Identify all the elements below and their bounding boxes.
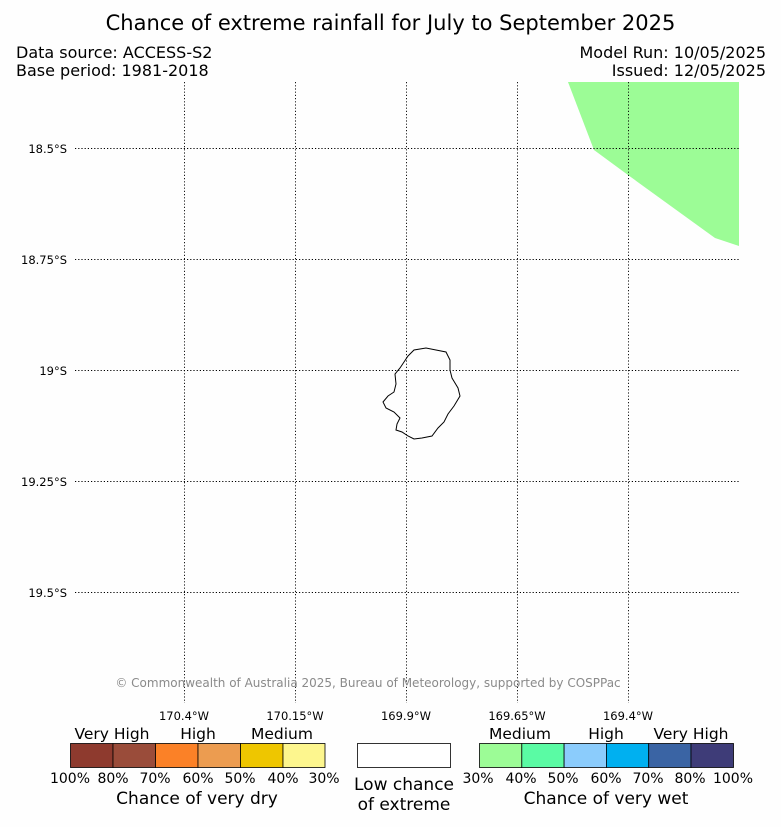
legend-wet-tick: 40% [505, 771, 536, 787]
legend-dry-category: Very High [74, 725, 149, 743]
lon-label: 169.4°W [603, 709, 653, 723]
legend-wet-swatch [690, 743, 734, 768]
lat-label: 18.5°S [28, 142, 67, 156]
legend-wet-tick: 50% [547, 771, 578, 787]
legend-wet-category: Very High [653, 725, 728, 743]
lat-label: 19°S [39, 364, 67, 378]
legend-dry-tick: 30% [308, 771, 339, 787]
legend-wet-swatch [606, 743, 650, 768]
legend-neutral-swatch [357, 743, 451, 768]
legend-dry-swatch [155, 743, 199, 768]
legend-wet-category: Medium [489, 725, 551, 743]
legend-wet-category: High [588, 725, 624, 743]
legend-dry-tick: 80% [97, 771, 128, 787]
lon-label: 169.65°W [488, 709, 545, 723]
legend-wet-caption: Chance of very wet [524, 789, 689, 809]
lon-label: 169.9°W [381, 709, 431, 723]
legend-dry-swatch [112, 743, 156, 768]
shaded-region-wet-medium [568, 82, 739, 246]
base-period-label: Base period: 1981-2018 [16, 61, 209, 80]
legend-wet-swatch [563, 743, 607, 768]
legend-wet: Medium High Very High 30% 40% 50% 60% 70… [462, 725, 753, 809]
legend-dry-caption: Chance of very dry [116, 789, 278, 809]
lon-label: 170.15°W [266, 709, 323, 723]
legend-wet-swatch [521, 743, 565, 768]
data-source-label: Data source: ACCESS-S2 [16, 43, 213, 62]
legend-dry: Very High High Medium 100% 80% 70% 60% 5… [50, 725, 340, 809]
latitude-gridlines [75, 148, 739, 593]
legend-dry-swatch [282, 743, 326, 768]
legend-wet-swatch [648, 743, 692, 768]
legend-dry-tick: 70% [139, 771, 170, 787]
legend-wet-swatch [479, 743, 523, 768]
legend-neutral-caption-line1: Low chance [354, 775, 454, 795]
legend-dry-category: Medium [251, 725, 313, 743]
lat-label: 18.75°S [21, 253, 67, 267]
lat-label: 19.5°S [28, 586, 67, 600]
legend-dry-tick: 60% [182, 771, 213, 787]
lat-label: 19.25°S [21, 475, 67, 489]
legend-dry-tick: 100% [50, 771, 90, 787]
issued-date-label: Issued: 12/05/2025 [611, 61, 766, 80]
legend-neutral-caption-line2: of extreme [358, 795, 451, 815]
legend-dry-swatch [240, 743, 284, 768]
legend-dry-tick: 40% [267, 771, 298, 787]
model-run-label: Model Run: 10/05/2025 [579, 43, 767, 62]
island-coastline [382, 347, 461, 440]
legend-wet-tick: 80% [674, 771, 705, 787]
legend-wet-tick: 60% [590, 771, 621, 787]
legend-wet-tick: 100% [713, 771, 753, 787]
legend-dry-swatch [197, 743, 241, 768]
legend-dry-swatch [70, 743, 114, 768]
legend-dry-tick: 50% [224, 771, 255, 787]
lon-label: 170.4°W [159, 709, 209, 723]
legend-wet-tick: 70% [632, 771, 663, 787]
map-title: Chance of extreme rainfall for July to S… [105, 11, 676, 35]
longitude-gridlines [184, 82, 629, 703]
legend-wet-tick: 30% [462, 771, 493, 787]
legend-dry-category: High [180, 725, 216, 743]
legend-neutral: Low chance of extreme [354, 743, 454, 815]
copyright-notice: © Commonwealth of Australia 2025, Bureau… [115, 676, 620, 690]
